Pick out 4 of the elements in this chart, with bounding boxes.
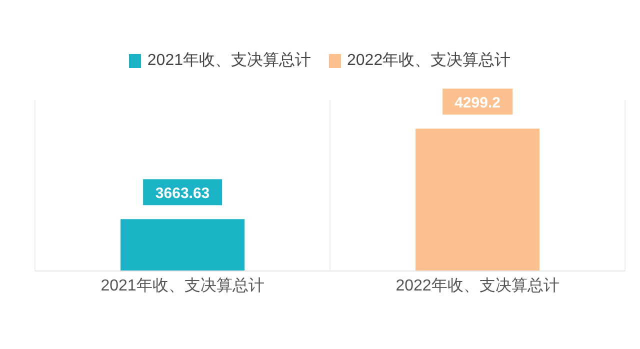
data-label: 3663.63 [155, 185, 210, 202]
legend-label: 2022年收、支决算总计 [347, 50, 511, 71]
data-label: 4299.2 [454, 94, 500, 112]
legend-label: 2021年收、支决算总计 [147, 50, 311, 71]
